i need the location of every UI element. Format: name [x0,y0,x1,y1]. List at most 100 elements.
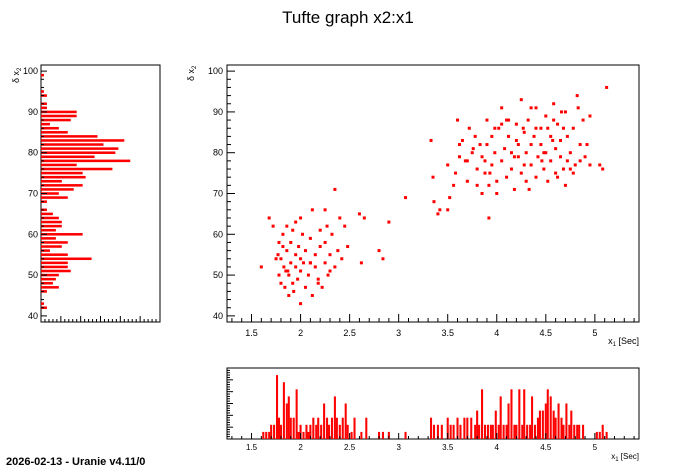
data-point [485,143,489,147]
hist-bar [262,431,265,439]
hist-bar [360,431,363,439]
hist-bar [295,389,298,439]
data-point [446,208,450,212]
data-point [521,126,525,130]
data-point [281,245,285,249]
data-point [527,187,531,191]
hist-bar [41,257,92,261]
hist-bar [309,424,312,439]
data-point [333,187,337,191]
hist-bar [41,228,56,232]
y-tick-label: 80 [213,148,223,158]
hist-bar [41,106,47,110]
y-tick-label: 90 [28,107,38,117]
hist-bar [41,73,44,77]
hist-bar [41,281,53,285]
data-point [493,126,497,130]
data-point [473,134,477,138]
hist-bar [536,417,539,439]
data-point [581,118,585,122]
hist-bar [497,424,500,439]
data-point [346,245,350,249]
data-point [438,208,442,212]
hist-bar [41,184,83,187]
y-tick-label: 40 [213,311,223,321]
hist-bar [326,417,329,439]
hist-bar [507,403,510,439]
data-point [291,281,295,285]
hist-bar [560,417,563,439]
hist-bar [317,417,320,439]
hist-bar [41,139,125,142]
data-point [483,159,487,163]
hist-bar [601,424,604,439]
data-point [573,163,577,167]
data-point [457,155,461,159]
hist-bar [541,410,544,439]
data-point [588,114,592,118]
data-point [279,257,283,261]
hist-bar [41,151,116,154]
hist-bar [346,424,349,439]
data-point [559,155,563,159]
data-point [282,265,286,269]
hist-bar [432,424,436,439]
hist-bar [41,261,68,265]
data-point [259,265,263,269]
data-point [303,285,307,289]
data-point [601,167,605,171]
y-tick-label: 90 [213,107,223,117]
data-point [279,281,283,285]
x-tick-label: 2.5 [344,443,356,452]
hist-bar [41,196,68,199]
data-point [490,134,494,138]
hist-bar [41,241,68,244]
y-tick-label: 40 [28,311,38,321]
x-tick-label: 1.5 [245,328,258,338]
data-point [534,106,538,110]
hist-bar [365,417,368,439]
data-point [526,118,530,122]
hist-bar [312,417,315,439]
hist-bar [404,431,407,439]
data-point [429,138,433,142]
data-point [544,114,548,118]
data-point [457,143,461,147]
data-point [544,151,548,155]
data-point [507,118,511,122]
hist-bar [513,424,516,439]
y-tick-label: 60 [213,229,223,239]
hist-bar [41,159,131,163]
data-point [560,110,564,114]
data-point [299,216,303,220]
data-point [432,200,436,204]
x-tick-label: 3.5 [442,443,454,452]
data-point [318,228,322,232]
data-point [303,249,307,253]
data-point [463,159,467,163]
hist-bar [573,424,576,439]
hist-bar [436,424,439,439]
hist-bar [299,424,302,439]
data-point [336,249,340,253]
data-point [556,122,560,126]
x1-histogram: 1.5 2 2.5 3 3.5 4 4.5 5 x1 [Sec] [226,367,640,463]
hist-bar [565,403,568,439]
data-point [301,232,305,236]
data-point [359,261,363,265]
hist-bar [529,424,532,439]
hist-bar [41,245,62,248]
data-point [284,269,288,273]
hist-bar [552,410,555,439]
data-point [503,147,507,151]
data-point [576,106,580,110]
hist-bar [531,396,534,439]
data-point [470,151,474,155]
hist-bar [489,424,492,439]
hist-bar [41,171,83,175]
data-point [549,134,553,138]
data-point [310,293,314,297]
data-point [465,159,469,163]
data-point [431,175,435,179]
x-tick-label: 2.5 [343,328,356,338]
